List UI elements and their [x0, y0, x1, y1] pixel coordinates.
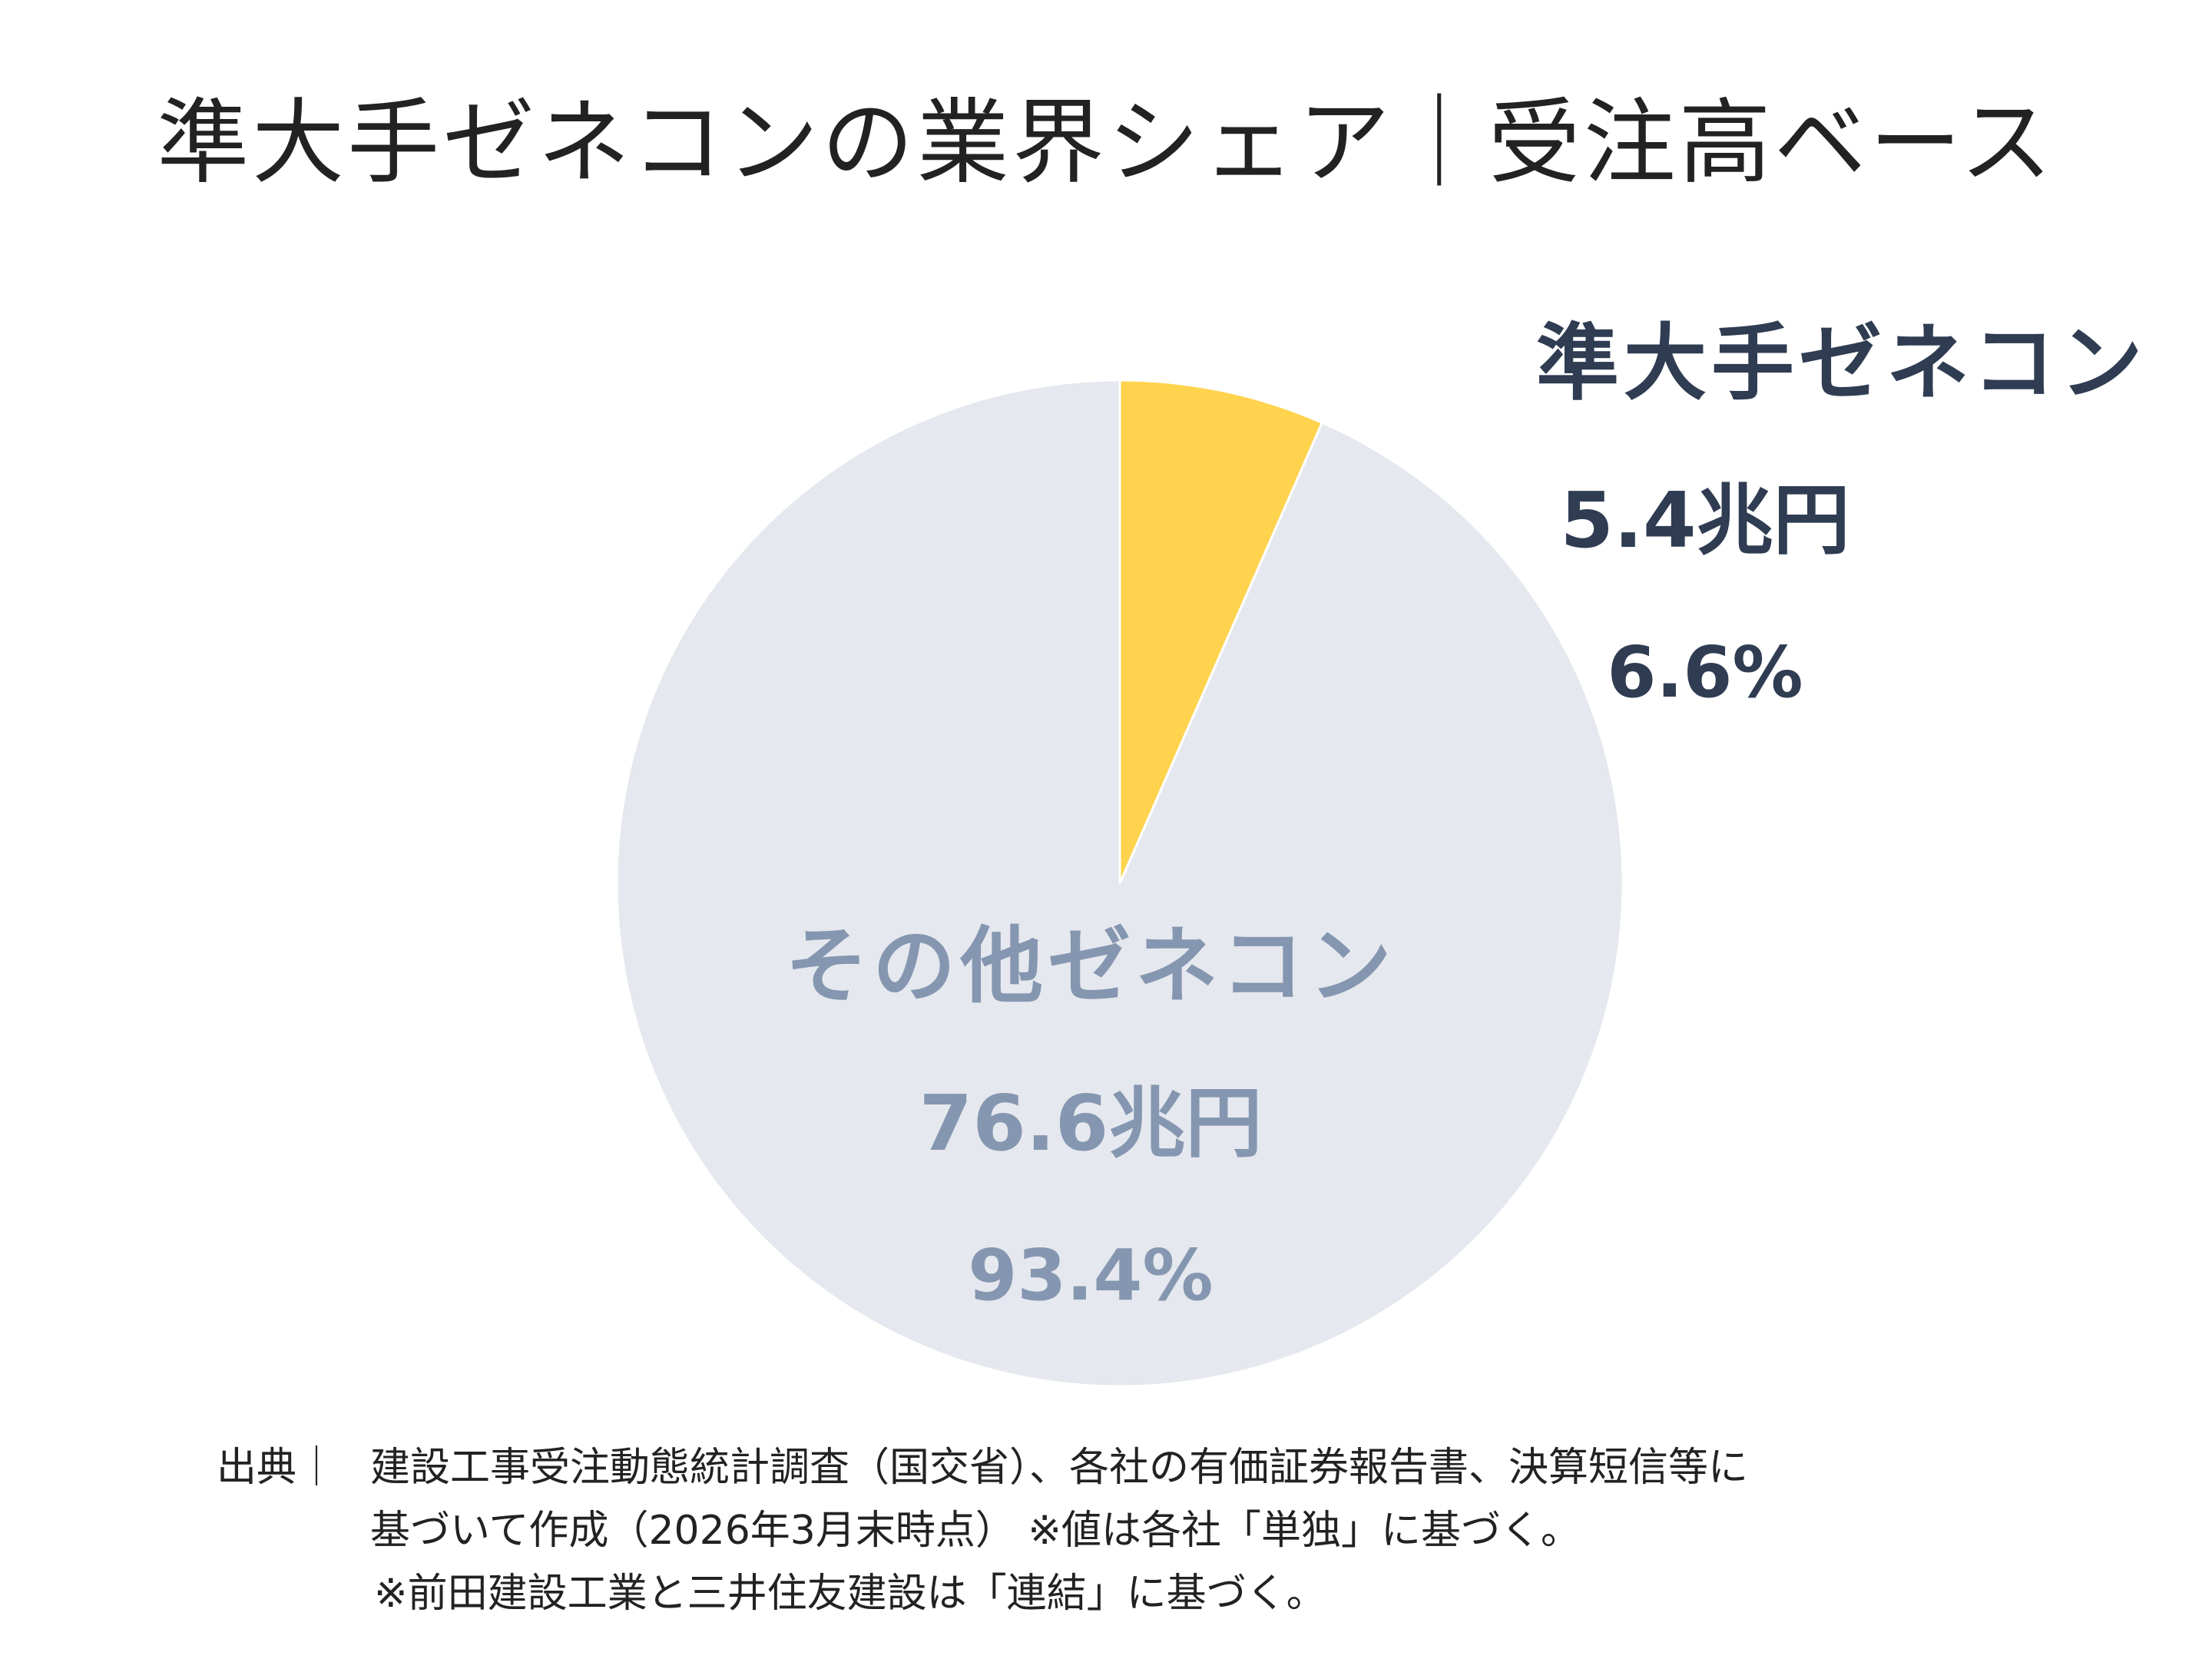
source-head: 出典｜: [217, 1445, 337, 1491]
slice-name-major: 準大手ゼネコン: [1536, 316, 2147, 412]
pie-slice-major: [1118, 379, 1324, 884]
slice-name-other: その他ゼネコン: [785, 919, 1396, 1015]
slice-amount-other: 76.6兆円: [919, 1078, 1263, 1168]
slice-amount-major: 5.4兆円: [1560, 475, 1850, 565]
source-line-1: 建設工事受注動態統計調査（国交省）、各社の有価証券報告書、決算短信等に: [370, 1445, 1749, 1491]
slice-percent-major: 6.6%: [1607, 631, 1803, 714]
slice-label-other: その他ゼネコン 76.6兆円 93.4%: [707, 926, 1475, 1311]
slice-label-major: 準大手ゼネコン 5.4兆円 6.6%: [1536, 316, 2147, 714]
slice-percent-other: 93.4%: [968, 1234, 1214, 1316]
source-line-3: ※前田建設工業と三井住友建設は「連結」に基づく。: [374, 1571, 1326, 1617]
source-note: 出典｜ 建設工事受注動態統計調査（国交省）、各社の有価証券報告書、決算短信等に …: [217, 1436, 2183, 1625]
source-line-2: 基づいて作成（2026年3月末時点） ※値は各社「単独」に基づく。: [370, 1508, 1581, 1554]
chart-title: 準大手ゼネコンの業界シェア｜受注高ベース: [157, 90, 2055, 197]
